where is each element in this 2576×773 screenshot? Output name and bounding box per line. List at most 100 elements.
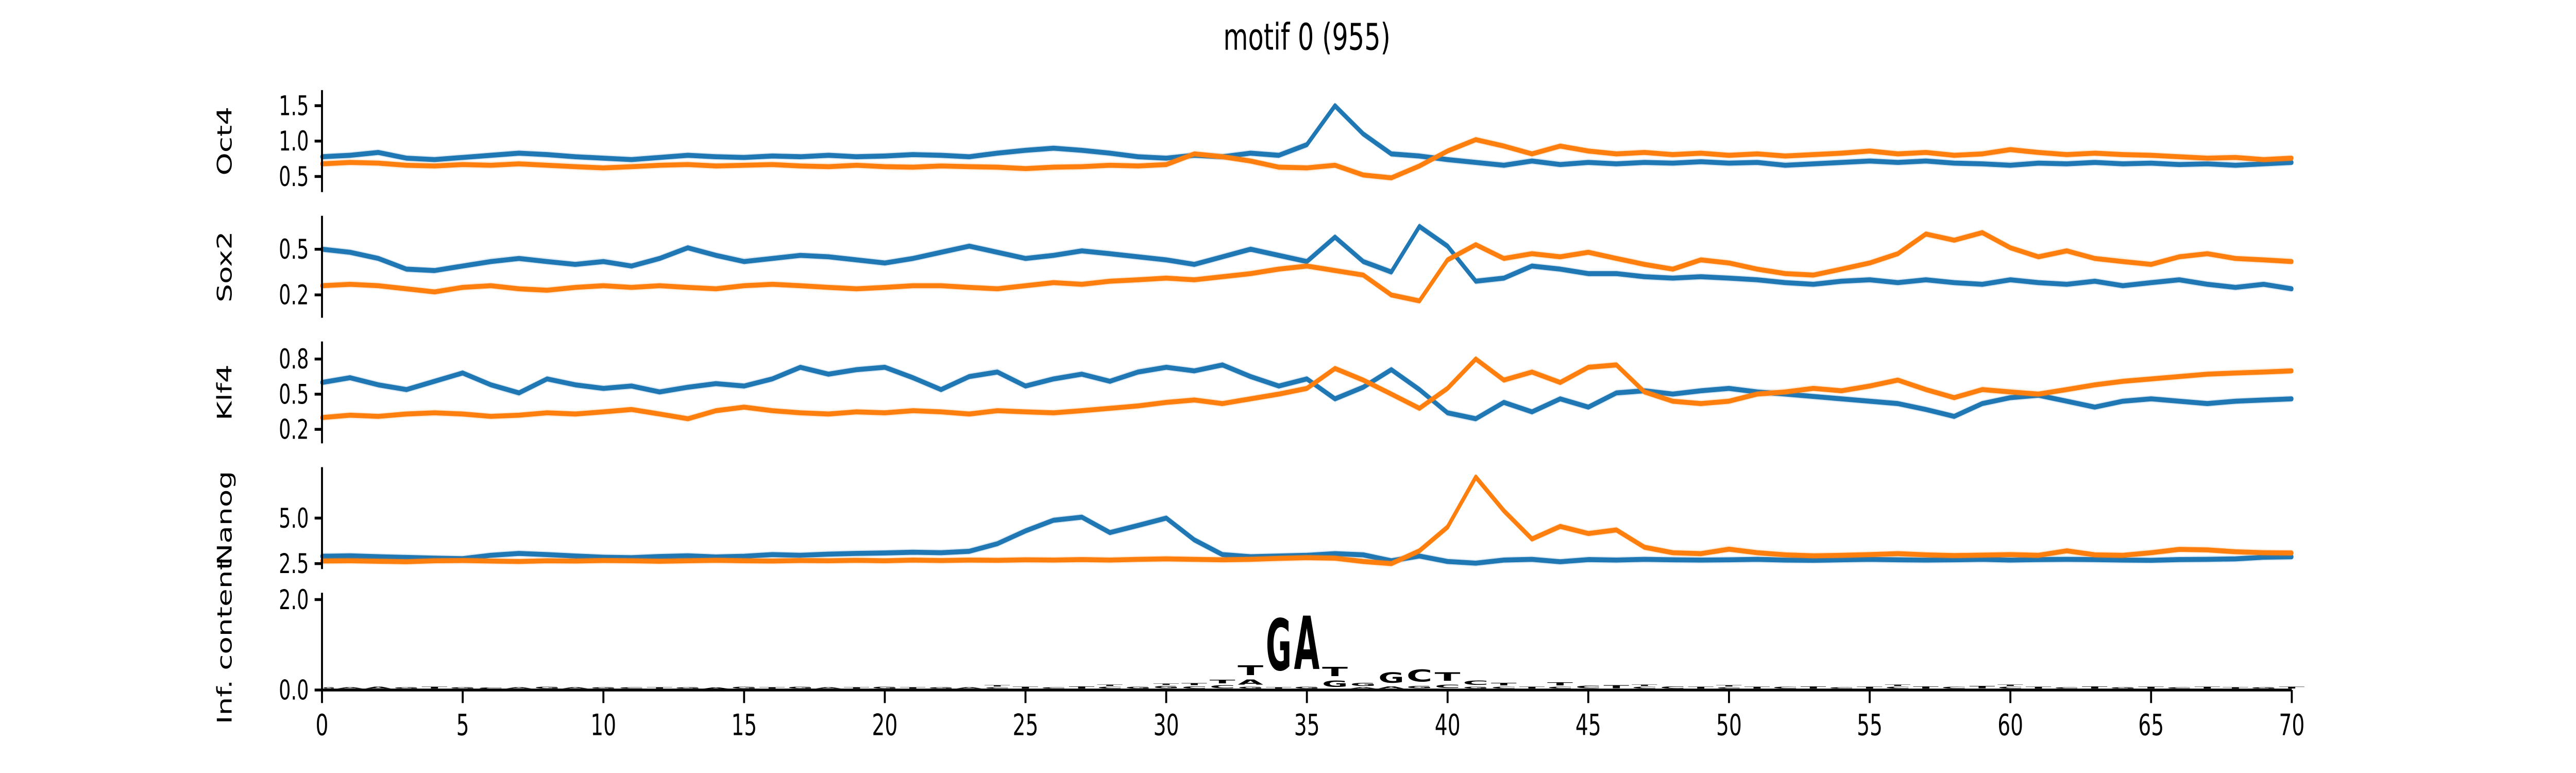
logo-letter-G: G (928, 687, 954, 689)
ci-band-nanog-line2 (322, 473, 2292, 567)
logo-letter-G: G (1153, 685, 1179, 689)
y-axis-label-klf4: Klf4 (213, 364, 236, 421)
logo-letter-A: A (1378, 686, 1404, 689)
x-tick-label: 35 (1294, 709, 1320, 742)
y-axis-label-sox2: Sox2 (213, 231, 236, 303)
logo-letter-G: G (2251, 687, 2277, 689)
y-tick-label-nanog: 5.0 (279, 502, 309, 534)
logo-letter-T: T (1913, 686, 1939, 689)
logo-letter-G: G (787, 686, 813, 689)
logo-letter-C: C (1941, 686, 1967, 689)
logo-letter-A: A (816, 687, 842, 689)
y-tick-label-oct4: 1.5 (279, 90, 309, 122)
logo-letter-G: G (675, 687, 701, 689)
logo-letter-C: C (2166, 687, 2192, 689)
x-tick-label: 0 (316, 709, 329, 742)
y-axis-label-oct4: Oct4 (213, 107, 236, 176)
logo-letter-T: T (900, 687, 926, 689)
logo-letter-T: T (1744, 686, 1770, 689)
logo-letter-C: C (1716, 687, 1742, 689)
y-tick-label-klf4: 0.2 (279, 414, 309, 446)
logo-letter-G: G (2110, 687, 2136, 689)
logo-letter-T: T (1097, 684, 1123, 686)
logo-letter-C: C (1435, 684, 1461, 690)
logo-letter-A: A (1294, 601, 1320, 686)
logo-letter-A: A (506, 687, 532, 689)
logo-letter-T: T (1716, 684, 1742, 686)
logo-letter-T: T (647, 687, 673, 689)
logo-letter-G: G (1378, 670, 1404, 686)
logo-letter-C: C (1491, 686, 1517, 689)
y-tick-label-sox2: 0.5 (279, 233, 309, 265)
logo-letter-T: T (1632, 684, 1658, 686)
logo-letter-T: T (1238, 663, 1264, 678)
logo-letter-T: T (1181, 683, 1208, 686)
series-line-oct4-line2 (320, 137, 2294, 180)
logo-letter-T: T (1266, 687, 1292, 689)
logo-letter-T: T (2194, 686, 2221, 689)
logo-letter-A: A (1350, 687, 1377, 689)
logo-letter-A: A (1238, 678, 1263, 686)
logo-letter-G: G (1463, 686, 1488, 689)
logo-letter-A: A (562, 687, 588, 689)
logo-letter-T: T (2082, 686, 2108, 689)
logo-letter-C: C (1828, 687, 1854, 689)
y-tick-label-nanog: 2.5 (279, 548, 309, 580)
logo-letter-G: G (590, 687, 616, 689)
y-tick-label-inf-content: 0.0 (279, 675, 309, 707)
logo-letter-C: C (1772, 686, 1798, 689)
logo-letter-T: T (1069, 686, 1095, 689)
logo-letter-T: T (1801, 686, 1827, 689)
logo-letter-T: T (985, 685, 1010, 687)
x-tick-label: 50 (1716, 709, 1742, 742)
x-tick-label: 5 (456, 709, 469, 742)
logo-letter-T: T (1688, 686, 1714, 689)
logo-letter-T: T (2279, 686, 2305, 689)
y-tick-label-inf-content: 2.0 (279, 584, 309, 616)
logo-letter-T: T (1603, 684, 1630, 689)
logo-letter-C: C (1660, 686, 1686, 689)
logo-letter-T: T (1491, 682, 1517, 686)
logo-letter-T: T (1885, 684, 1911, 686)
logo-letter-T: T (1012, 686, 1039, 689)
logo-letter-C: C (985, 687, 1010, 689)
logo-letter-A: A (703, 687, 729, 690)
logo-letter-T: T (1857, 686, 1883, 689)
logo-letter-T: T (844, 687, 870, 689)
series-line-nanog-line2 (320, 474, 2294, 566)
logo-letter-T: T (421, 686, 448, 689)
logo-letter-G: G (872, 686, 897, 689)
logo-letter-T: T (2138, 686, 2164, 689)
panel-inf-content: 0 5 10 15 20 25 30 35 40 45 50 55 60 65 70G A A G T G C A G A G C… (213, 559, 2305, 742)
logo-letter-G: G (394, 687, 419, 689)
logo-letter-T: T (1997, 684, 2024, 686)
y-tick-label-klf4: 0.5 (279, 378, 309, 410)
series-line-klf4-line2 (320, 356, 2294, 422)
x-tick-label: 40 (1435, 709, 1461, 742)
logo-letter-A: A (365, 686, 392, 689)
logo-letter-G: G (534, 686, 560, 689)
y-axis-label-nanog: Nanog (213, 471, 236, 565)
logo-letter-T: T (1435, 670, 1461, 683)
logo-letter-G: G (323, 687, 335, 689)
y-tick-label-oct4: 1.0 (279, 125, 309, 157)
y-axis-label-inf-content: Inf. content (213, 559, 236, 724)
logo-letter-T: T (1210, 679, 1235, 684)
logo-letter-G: G (1125, 686, 1151, 689)
x-tick-label: 60 (1997, 709, 2023, 742)
logo-letter-C: C (1097, 686, 1123, 689)
logo-letter-G: G (1350, 682, 1376, 687)
logo-letter-A: A (337, 687, 363, 689)
x-tick-label: 45 (1575, 709, 1601, 742)
series-line-klf4-line1 (320, 362, 2294, 422)
series-line-oct4-line1 (320, 103, 2294, 168)
logo-letter-C: C (1997, 686, 2023, 689)
panel-nanog: 2.5 5.0 Nanog (213, 467, 2294, 580)
y-tick-label-oct4: 0.5 (279, 161, 309, 193)
logo-letter-G: G (1406, 685, 1432, 689)
logo-letter-G: G (450, 687, 476, 689)
logo-letter-C: C (1632, 686, 1657, 689)
logo-letter-G: G (1238, 686, 1263, 689)
x-tick-label: 20 (872, 709, 897, 742)
